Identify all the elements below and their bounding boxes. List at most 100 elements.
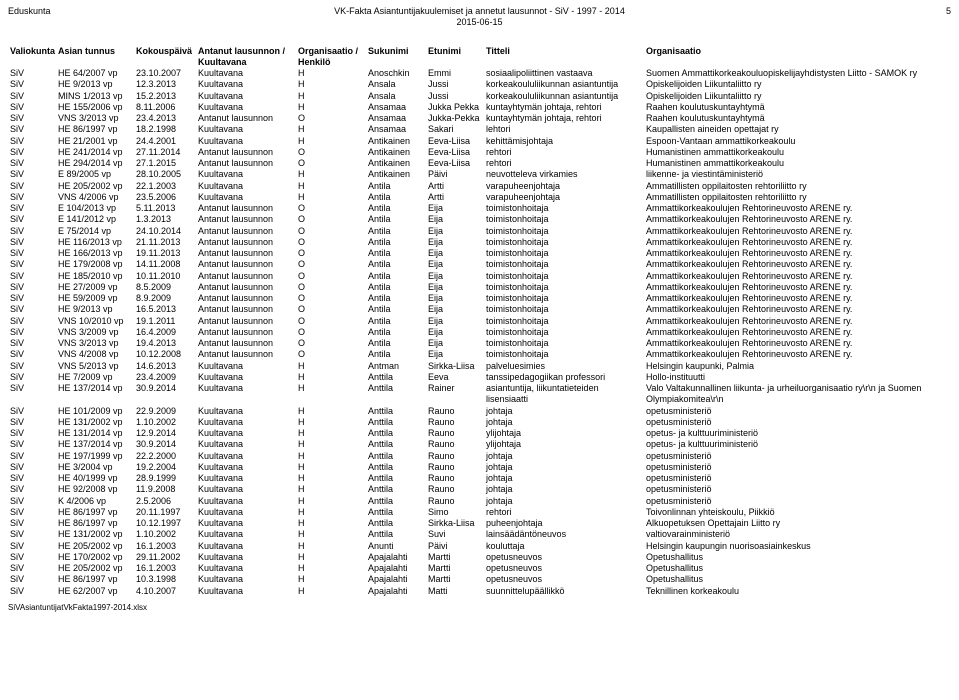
table-cell: Antila [366,304,426,315]
table-cell: SiV [8,169,56,180]
table-cell: Antanut lausunnon [196,158,296,169]
table-row: SiVVNS 5/2013 vp14.6.2013KuultavanaHAntm… [8,361,959,372]
table-cell: Kuultavana [196,473,296,484]
table-cell: Apajalahti [366,563,426,574]
table-cell: Eija [426,226,484,237]
table-cell: H [296,439,366,450]
table-cell: 8.5.2009 [134,282,196,293]
table-cell: Ammattikorkeakoulujen Rehtorineuvosto AR… [644,349,959,360]
table-cell: Martti [426,552,484,563]
table-cell: Rauno [426,473,484,484]
table-cell: Eija [426,259,484,270]
table-cell: Anttila [366,428,426,439]
table-cell: H [296,136,366,147]
table-cell: opetusministeriö [644,484,959,495]
table-cell: Valo Valtakunnallinen liikunta- ja urhei… [644,383,959,406]
table-cell: opetusministeriö [644,417,959,428]
page: Eduskunta 5 VK-Fakta Asiantuntijakuulemi… [0,0,959,616]
table-cell: SiV [8,124,56,135]
table-row: SiVHE 155/2006 vp8.11.2006KuultavanaHAns… [8,102,959,113]
table-cell: Kuultavana [196,124,296,135]
table-cell: Sirkka-Liisa [426,518,484,529]
table-cell: O [296,271,366,282]
table-cell: Antanut lausunnon [196,248,296,259]
table-cell: H [296,181,366,192]
table-cell: SiV [8,428,56,439]
table-cell: Matti [426,586,484,597]
table-cell: Antanut lausunnon [196,304,296,315]
table-cell: Ammattikorkeakoulujen Rehtorineuvosto AR… [644,248,959,259]
table-cell: SiV [8,102,56,113]
table-cell: SiV [8,79,56,90]
table-cell: rehtori [484,147,644,158]
table-cell: Kuultavana [196,383,296,406]
table-cell: Kuultavana [196,451,296,462]
table-cell: SiV [8,158,56,169]
table-cell: SiV [8,451,56,462]
table-cell: K 4/2006 vp [56,496,134,507]
table-cell: SiV [8,192,56,203]
table-cell: asiantuntija, liikuntatieteiden lisensia… [484,383,644,406]
table-cell: Opiskelijoiden Liikuntaliitto ry [644,79,959,90]
table-cell: Eija [426,316,484,327]
table-cell: toimistonhoitaja [484,271,644,282]
table-cell: SiV [8,271,56,282]
table-cell: H [296,574,366,585]
table-cell: Eeva [426,372,484,383]
table-row: SiVVNS 3/2013 vp19.4.2013Antanut lausunn… [8,338,959,349]
table-cell: Jukka Pekka [426,102,484,113]
column-header: Organisaatio /Henkilö [296,46,366,69]
table-cell: H [296,361,366,372]
table-row: SiVHE 101/2009 vp22.9.2009KuultavanaHAnt… [8,406,959,417]
table-cell: Antanut lausunnon [196,113,296,124]
table-row: SiVHE 131/2002 vp1.10.2002KuultavanaHAnt… [8,417,959,428]
table-cell: Suvi [426,529,484,540]
table-row: SiVE 141/2012 vp1.3.2013Antanut lausunno… [8,214,959,225]
table-cell: HE 62/2007 vp [56,586,134,597]
table-cell: toimistonhoitaja [484,349,644,360]
table-cell: Eija [426,293,484,304]
table-cell: HE 205/2002 vp [56,181,134,192]
table-cell: Antanut lausunnon [196,203,296,214]
table-cell: SiV [8,552,56,563]
table-cell: Ammattikorkeakoulujen Rehtorineuvosto AR… [644,327,959,338]
table-cell: Ammattikorkeakoulujen Rehtorineuvosto AR… [644,282,959,293]
table-cell: opetusneuvos [484,563,644,574]
table-cell: H [296,383,366,406]
table-cell: H [296,372,366,383]
table-row: SiVHE 137/2014 vp30.9.2014KuultavanaHAnt… [8,383,959,406]
table-cell: Espoon-Vantaan ammattikorkeakoulu [644,136,959,147]
table-cell: Rauno [426,428,484,439]
table-row: SiVHE 9/2013 vp12.3.2013KuultavanaHAnsal… [8,79,959,90]
table-cell: Eija [426,304,484,315]
table-cell: Ammattikorkeakoulujen Rehtorineuvosto AR… [644,293,959,304]
table-cell: Ansamaa [366,124,426,135]
table-cell: H [296,91,366,102]
table-cell: Päivi [426,541,484,552]
table-cell: HE 155/2006 vp [56,102,134,113]
table-cell: Anttila [366,372,426,383]
table-cell: Ammatillisten oppilaitosten rehtoriliitt… [644,192,959,203]
table-cell: SiV [8,226,56,237]
table-cell: H [296,406,366,417]
table-cell: 29.11.2002 [134,552,196,563]
table-cell: Kuultavana [196,181,296,192]
table-cell: Antman [366,361,426,372]
table-cell: opetusministeriö [644,496,959,507]
table-cell: VNS 10/2010 vp [56,316,134,327]
table-cell: HE 9/2013 vp [56,304,134,315]
table-cell: O [296,214,366,225]
table-cell: Anoschkin [366,68,426,79]
table-row: SiVHE 170/2002 vp29.11.2002KuultavanaHAp… [8,552,959,563]
table-cell: 19.1.2011 [134,316,196,327]
table-cell: 28.10.2005 [134,169,196,180]
table-cell: H [296,124,366,135]
table-row: SiVHE 40/1999 vp28.9.1999KuultavanaHAntt… [8,473,959,484]
table-cell: toimistonhoitaja [484,259,644,270]
table-cell: HE 7/2009 vp [56,372,134,383]
table-cell: Helsingin kaupungin nuorisoasiainkeskus [644,541,959,552]
table-row: SiVHE 3/2004 vp19.2.2004KuultavanaHAntti… [8,462,959,473]
table-cell: 18.2.1998 [134,124,196,135]
table-cell: Antila [366,181,426,192]
table-cell: Anttila [366,451,426,462]
